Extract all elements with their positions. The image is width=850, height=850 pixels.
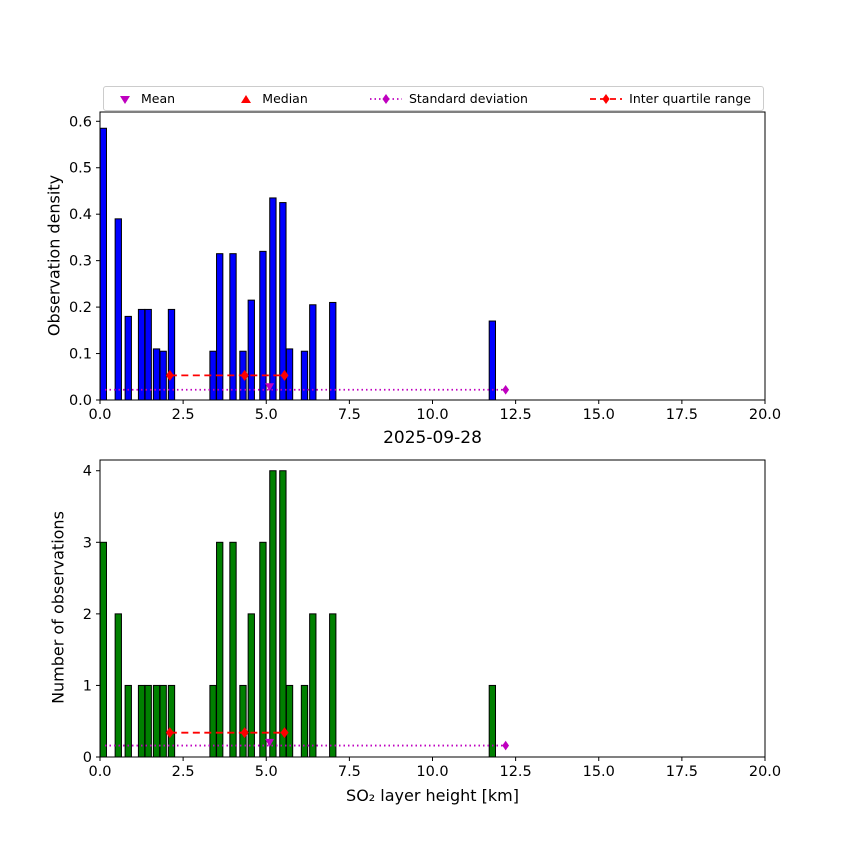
histogram-bar (99, 541, 107, 758)
y-tick-label: 0.6 (69, 114, 92, 130)
legend-label: Mean (141, 91, 176, 106)
x-tick-label: 17.5 (666, 407, 698, 423)
x-tick-label: 15.0 (583, 407, 615, 423)
x-tick-label: 0.0 (88, 764, 111, 780)
histogram-bar (114, 218, 122, 401)
histogram-bar (247, 613, 255, 758)
legend: Mean Median Standard deviation Inter quarti… (103, 86, 764, 111)
x-tick-label: 10.0 (416, 764, 448, 780)
x-tick-label: 20.0 (749, 407, 781, 423)
y-tick-label: 1 (83, 678, 92, 694)
diamond-icon (382, 93, 390, 104)
histogram-bar (488, 320, 497, 401)
x-tick-label: 17.5 (666, 764, 698, 780)
histogram-bar (167, 308, 176, 401)
x-tick-label: 12.5 (499, 407, 531, 423)
axes-frame (99, 111, 766, 401)
y-tick-label: 4 (83, 464, 92, 480)
histogram-bar (269, 197, 277, 401)
axes-frame (99, 459, 766, 758)
histogram-bar (152, 684, 161, 758)
x-tick-label: 12.5 (499, 764, 531, 780)
histogram-bar (159, 684, 167, 758)
x-tick-label: 10.0 (416, 407, 448, 423)
histogram-bar (279, 470, 287, 758)
std-deviation-marker (502, 384, 510, 395)
mean-marker (265, 738, 275, 747)
histogram-bar (329, 301, 337, 401)
histogram-bar (114, 613, 122, 758)
y-tick-label: 0.5 (69, 161, 92, 177)
histogram-bar (99, 127, 107, 401)
histogram-bar (159, 350, 167, 401)
x-tick-label: 2.5 (172, 764, 195, 780)
mean-marker (265, 383, 275, 392)
histogram-bar (124, 315, 132, 401)
x-tick-label: 7.5 (338, 764, 361, 780)
std-deviation-marker (502, 740, 510, 751)
y-tick-label: 0 (83, 750, 92, 766)
legend-item-median: Median (237, 91, 308, 106)
histogram-bar (229, 253, 237, 401)
triangle-down-icon (120, 95, 130, 104)
y-tick-label: 0.2 (69, 300, 92, 316)
x-tick-label: 0.0 (88, 407, 111, 423)
histogram-bar (229, 541, 237, 758)
histogram-bar (216, 541, 224, 758)
iqr-marker (165, 369, 174, 381)
histogram-bar (247, 299, 255, 401)
histogram-bar (300, 350, 309, 401)
legend-label: Inter quartile range (629, 91, 751, 106)
iqr-marker (240, 369, 249, 381)
histogram-bar (216, 253, 224, 401)
y-tick-label: 2 (83, 607, 92, 623)
y-tick-label: 0.3 (69, 254, 92, 270)
median-marker-icon (241, 94, 252, 103)
histogram-bar (279, 202, 287, 401)
legend-item-inter-quartile-range: Inter quartile range (590, 91, 751, 106)
y-tick-label: 3 (83, 535, 92, 551)
x-tick-label: 5.0 (255, 764, 278, 780)
diamond-icon (602, 93, 610, 104)
y-tick-label: 0.4 (69, 207, 92, 223)
x-axis-label: SO₂ layer height [km] (346, 786, 519, 805)
mean-marker-icon (120, 95, 130, 104)
date-title: 2025-09-28 (383, 428, 482, 448)
x-tick-label: 20.0 (749, 764, 781, 780)
x-tick-label: 7.5 (338, 407, 361, 423)
std-deviation-marker-icon (369, 93, 402, 104)
histogram-bar (259, 250, 267, 401)
y-tick-label: 0.0 (69, 393, 92, 409)
x-tick-label: 2.5 (172, 407, 195, 423)
legend-label: Standard deviation (408, 91, 528, 106)
y-tick-label: 0.1 (69, 347, 92, 363)
y-axis-label-count: Number of observations (48, 511, 68, 704)
histogram-bar (144, 308, 152, 401)
histogram-bar (137, 308, 146, 401)
iqr-marker (280, 727, 289, 739)
iqr-marker (165, 727, 174, 739)
histogram-bar (329, 613, 337, 758)
histogram-bar (152, 348, 161, 401)
iqr-marker (240, 727, 249, 739)
histogram-bar (269, 470, 277, 758)
legend-item-standard-deviation: Standard deviation (369, 91, 528, 106)
triangle-up-icon (241, 94, 252, 103)
histogram-bar (309, 613, 317, 758)
histogram-bar (259, 541, 267, 758)
y-axis-label-density: Observation density (44, 174, 64, 337)
x-tick-label: 5.0 (255, 407, 278, 423)
x-tick-label: 15.0 (583, 764, 615, 780)
legend-item-mean: Mean (116, 91, 175, 106)
iqr-marker (280, 369, 289, 381)
histogram-bar (309, 304, 317, 401)
legend-label: Median (262, 91, 308, 106)
iqr-marker-icon (590, 93, 623, 104)
